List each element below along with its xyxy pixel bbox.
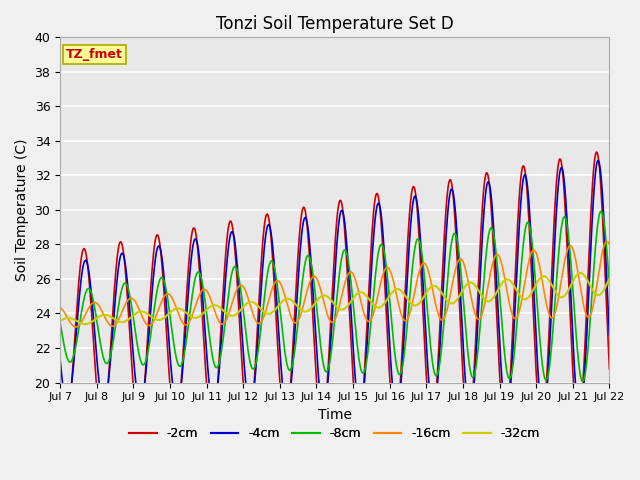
-16cm xyxy=(604,239,611,244)
-4cm xyxy=(605,332,613,338)
-2cm xyxy=(179,350,187,356)
-4cm xyxy=(401,309,409,315)
-2cm xyxy=(172,423,179,429)
Line: -32cm: -32cm xyxy=(60,273,609,324)
-8cm xyxy=(401,341,409,347)
Title: Tonzi Soil Temperature Set D: Tonzi Soil Temperature Set D xyxy=(216,15,454,33)
-2cm xyxy=(419,294,426,300)
Line: -8cm: -8cm xyxy=(60,211,609,382)
-32cm xyxy=(605,276,613,282)
-16cm xyxy=(403,318,410,324)
-2cm xyxy=(67,399,74,405)
X-axis label: Time: Time xyxy=(318,408,352,422)
-16cm xyxy=(419,262,426,267)
-4cm xyxy=(594,157,602,163)
-16cm xyxy=(56,305,64,311)
-16cm xyxy=(179,321,187,326)
-4cm xyxy=(207,398,215,404)
-32cm xyxy=(81,321,89,327)
Line: -2cm: -2cm xyxy=(60,152,609,426)
-4cm xyxy=(576,413,584,419)
-32cm xyxy=(209,303,216,309)
-8cm xyxy=(597,208,605,214)
-8cm xyxy=(207,347,215,353)
-2cm xyxy=(209,423,216,429)
-8cm xyxy=(605,283,613,288)
-4cm xyxy=(418,253,426,259)
-2cm xyxy=(593,149,600,155)
-16cm xyxy=(67,319,74,325)
-2cm xyxy=(403,267,410,273)
-32cm xyxy=(56,318,64,324)
Line: -16cm: -16cm xyxy=(60,241,609,327)
Text: TZ_fmet: TZ_fmet xyxy=(66,48,122,60)
-8cm xyxy=(67,360,74,365)
-2cm xyxy=(56,387,64,393)
-2cm xyxy=(123,283,131,289)
-4cm xyxy=(67,392,74,397)
-16cm xyxy=(605,242,613,248)
-32cm xyxy=(577,270,584,276)
-8cm xyxy=(123,281,131,287)
-32cm xyxy=(179,307,187,313)
-32cm xyxy=(124,317,131,323)
Line: -4cm: -4cm xyxy=(60,160,609,416)
-8cm xyxy=(418,248,426,254)
-4cm xyxy=(123,272,131,277)
-16cm xyxy=(209,300,216,306)
-32cm xyxy=(67,315,74,321)
-32cm xyxy=(403,294,410,300)
-8cm xyxy=(179,360,186,365)
-8cm xyxy=(579,379,586,384)
-16cm xyxy=(124,298,131,304)
-16cm xyxy=(72,324,80,330)
-4cm xyxy=(179,370,186,376)
-4cm xyxy=(56,357,64,362)
Legend: -2cm, -4cm, -8cm, -16cm, -32cm: -2cm, -4cm, -8cm, -16cm, -32cm xyxy=(124,422,545,445)
-8cm xyxy=(56,320,64,326)
-2cm xyxy=(605,366,613,372)
-32cm xyxy=(419,297,426,302)
Y-axis label: Soil Temperature (C): Soil Temperature (C) xyxy=(15,139,29,281)
